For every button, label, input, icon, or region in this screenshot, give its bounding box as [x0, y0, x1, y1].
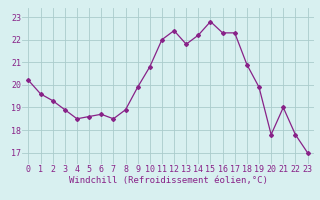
X-axis label: Windchill (Refroidissement éolien,°C): Windchill (Refroidissement éolien,°C)	[68, 176, 268, 185]
